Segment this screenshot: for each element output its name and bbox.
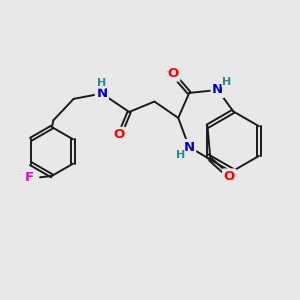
Text: H: H [222,76,231,87]
Text: F: F [25,171,34,184]
Text: O: O [224,170,235,183]
Text: H: H [97,78,106,88]
Text: O: O [168,67,179,80]
Text: N: N [96,87,107,100]
Text: H: H [176,150,185,161]
Text: N: N [212,83,223,97]
Text: N: N [184,140,195,154]
Text: O: O [113,128,124,141]
